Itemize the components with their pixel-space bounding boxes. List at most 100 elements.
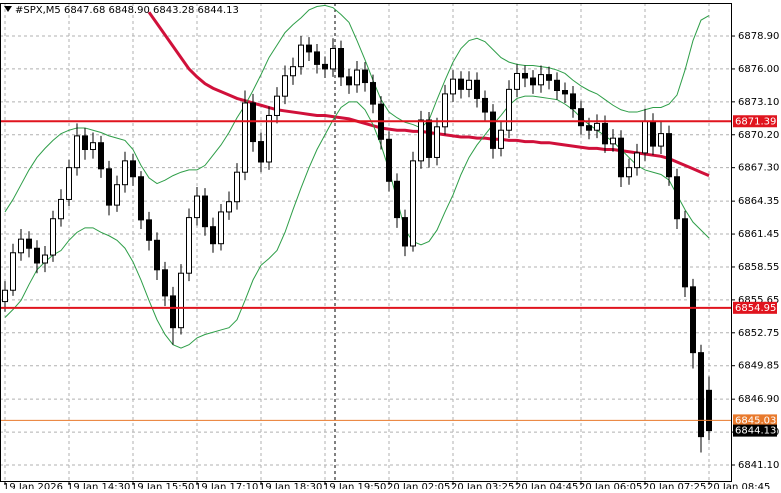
price-label: 6844.13 (735, 426, 776, 437)
candle-body (546, 74, 552, 81)
candle-body (306, 44, 312, 53)
candle-body (354, 69, 360, 86)
y-tick-label: 6849.85 (738, 361, 779, 372)
candle-body (666, 133, 672, 178)
level-label: 6871.39 (735, 116, 776, 127)
y-tick-label: 6867.30 (738, 163, 779, 174)
candle-body (506, 88, 512, 131)
candle-body (674, 176, 680, 220)
candle-body (202, 195, 208, 228)
level-tag (733, 115, 777, 128)
candle-body (218, 211, 224, 245)
candle-body (618, 137, 624, 178)
candle-body (522, 72, 528, 79)
x-tick-label: 19 Jan 15:50 (131, 482, 194, 489)
x-tick-label: 19 Jan 17:10 (195, 482, 258, 489)
axes: 6878.90 6876.00 6873.10 6870.20 6867.30 6864.… (3, 31, 779, 493)
price-tag (733, 424, 777, 437)
candle-body (58, 198, 64, 220)
candle-body (626, 167, 632, 178)
level-label: 6854.95 (735, 303, 776, 314)
y-tick-label: 6852.75 (738, 328, 779, 339)
candle-body (90, 142, 96, 151)
candle-body (346, 76, 352, 86)
candle-body (514, 72, 520, 90)
y-tick-label: 6873.10 (738, 97, 779, 108)
candle-body (226, 201, 232, 213)
candle-body (698, 352, 704, 438)
candle-body (258, 141, 264, 163)
candle-body (482, 97, 488, 113)
chart-title: #SPX,M5 6847.68 6848.90 6843.28 6844.13 (15, 5, 239, 16)
candle-body (442, 93, 448, 128)
candle-body (562, 89, 568, 95)
candle-body (42, 254, 48, 264)
candle-body (706, 389, 712, 432)
candle-body (570, 93, 576, 110)
candle-body (250, 102, 256, 143)
candle-body (66, 167, 72, 200)
candle-body (274, 95, 280, 116)
candle-body (234, 171, 240, 203)
y-tick-label: 6878.90 (738, 31, 779, 42)
candle-body (578, 108, 584, 127)
y-tick-label: 6864.35 (738, 196, 779, 207)
candle-body (106, 168, 112, 206)
candle-body (530, 77, 536, 86)
candle-body (266, 114, 272, 163)
y-tick-label: 6855.65 (738, 295, 779, 306)
candle-body (474, 79, 480, 99)
candle-body (594, 122, 600, 131)
candle-body (394, 180, 400, 219)
x-tick-label: 20 Jan 03:25 (451, 482, 514, 489)
plot (0, 4, 731, 453)
candle-body (538, 74, 544, 86)
candle-body (10, 252, 16, 291)
candle-body (82, 135, 88, 151)
candle-body (2, 289, 8, 303)
y-tick-label: 6858.55 (738, 262, 779, 273)
x-tick-label: 20 Jan 06:05 (579, 482, 642, 489)
candle-body (18, 238, 24, 254)
candle-body (498, 129, 504, 149)
candle-body (610, 137, 616, 145)
candle-body (146, 219, 152, 241)
candle-body (690, 286, 696, 354)
plot-frame (0, 3, 732, 482)
candle-body (210, 226, 216, 245)
candle-body (114, 184, 120, 206)
indicator-line (4, 4, 710, 213)
x-tick-label: 20 Jan 04:45 (515, 482, 578, 489)
x-tick-label: 20 Jan 08:45 (707, 482, 770, 489)
candle-body (282, 75, 288, 97)
candle-body (434, 126, 440, 158)
candle-body (602, 122, 608, 145)
level-tag (733, 301, 777, 314)
x-tick-label: 19 Jan 14:30 (67, 482, 130, 489)
candle-body (370, 82, 376, 105)
candle-body (658, 133, 664, 147)
candle-body (298, 44, 304, 68)
x-tick-label: 19 Jan 2026 (3, 482, 63, 489)
level-tag (733, 414, 777, 427)
y-tick-label: 6846.90 (738, 394, 779, 405)
candle-body (450, 78, 456, 95)
x-tick-label: 20 Jan 02:05 (387, 482, 450, 489)
candle-body (98, 142, 104, 170)
candle-body (162, 269, 168, 297)
candle-body (586, 125, 592, 131)
candle-body (138, 176, 144, 221)
y-tick-label: 6876.00 (738, 64, 779, 75)
candle-body (642, 120, 648, 154)
candle-body (26, 238, 32, 249)
candle-body (50, 218, 56, 256)
x-tick-label: 19 Jan 19:50 (323, 482, 386, 489)
candle-body (386, 138, 392, 182)
candle-body (314, 51, 320, 65)
candle-body (634, 152, 640, 169)
level-label: 6845.03 (735, 415, 776, 426)
candle-body (466, 79, 472, 90)
candle-body (490, 111, 496, 149)
